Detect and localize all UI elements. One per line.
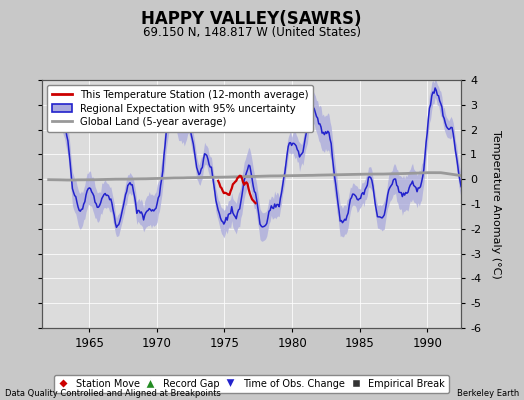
Text: Data Quality Controlled and Aligned at Breakpoints: Data Quality Controlled and Aligned at B… [5,389,221,398]
Y-axis label: Temperature Anomaly (°C): Temperature Anomaly (°C) [490,130,501,278]
Legend: Station Move, Record Gap, Time of Obs. Change, Empirical Break: Station Move, Record Gap, Time of Obs. C… [54,375,449,392]
Text: 69.150 N, 148.817 W (United States): 69.150 N, 148.817 W (United States) [143,26,361,39]
Text: Berkeley Earth: Berkeley Earth [456,389,519,398]
Text: HAPPY VALLEY(SAWRS): HAPPY VALLEY(SAWRS) [141,10,362,28]
